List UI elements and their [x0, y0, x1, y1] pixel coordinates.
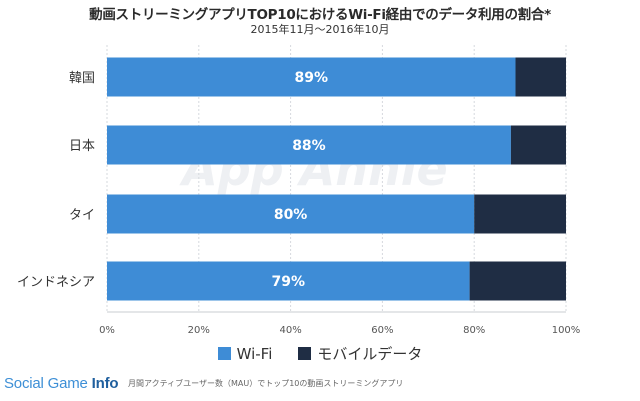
x-tick-label: 60%: [371, 325, 393, 336]
bar-wifi: [107, 57, 516, 97]
legend-label-mobile: モバイルデータ: [317, 345, 423, 363]
x-tick-label: 100%: [552, 325, 581, 336]
bar-mobile: [515, 57, 566, 97]
bar-value-label: 80%: [274, 207, 308, 223]
brand-part1: Social Game: [4, 375, 92, 392]
chart-title: 動画ストリーミングアプリTOP10におけるWi-Fi経由でのデータ利用の割合*: [89, 7, 551, 23]
x-tick-label: 20%: [188, 325, 210, 336]
brand-part2: Info: [91, 375, 119, 392]
chart-subtitle: 2015年11月～2016年10月: [250, 23, 390, 36]
bar-wifi: [107, 261, 470, 301]
bar-mobile: [469, 261, 566, 301]
x-tick-label: 80%: [463, 325, 485, 336]
legend-label-wifi: Wi-Fi: [236, 344, 273, 363]
bar-value-label: 89%: [294, 70, 328, 86]
x-tick-label: 40%: [279, 325, 301, 336]
bar-value-label: 79%: [272, 274, 306, 290]
category-label: 韓国: [69, 71, 95, 86]
footnote: 月間アクティブユーザー数（MAU）でトップ10の動画ストリーミングアプリ: [128, 379, 404, 388]
legend-swatch-mobile: [298, 347, 312, 360]
brand-logo: Social Game Info: [4, 375, 119, 392]
bar-value-label: 88%: [292, 138, 326, 154]
x-tick-label: 0%: [99, 325, 115, 336]
bar-mobile: [474, 194, 566, 234]
bar-wifi: [107, 125, 511, 165]
bar-mobile: [510, 125, 566, 165]
legend: Wi-Fi モバイルデータ: [0, 343, 640, 364]
category-label: インドネシア: [17, 275, 95, 290]
legend-item-mobile: モバイルデータ: [298, 343, 422, 364]
bar-wifi: [107, 194, 475, 234]
category-label: タイ: [69, 208, 95, 223]
category-label: 日本: [69, 139, 95, 154]
legend-swatch-wifi: [217, 347, 231, 360]
legend-item-wifi: Wi-Fi: [217, 343, 273, 364]
